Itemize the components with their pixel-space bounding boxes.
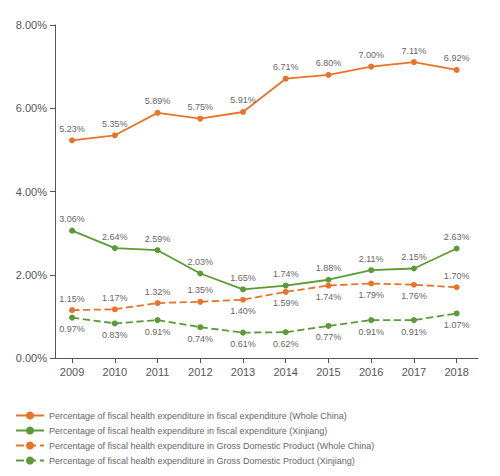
svg-text:0.83%: 0.83% — [102, 330, 128, 340]
svg-text:2.15%: 2.15% — [401, 252, 427, 262]
svg-text:2.11%: 2.11% — [359, 254, 384, 264]
svg-text:1.74%: 1.74% — [316, 292, 342, 302]
svg-text:1.32%: 1.32% — [145, 287, 171, 297]
svg-text:6.92%: 6.92% — [444, 53, 470, 63]
svg-text:1.40%: 1.40% — [230, 306, 256, 316]
svg-text:0.91%: 0.91% — [401, 327, 427, 337]
svg-text:7.00%: 7.00% — [358, 50, 384, 60]
svg-text:5.75%: 5.75% — [188, 102, 214, 112]
svg-text:2010: 2010 — [103, 366, 127, 378]
svg-text:0.62%: 0.62% — [273, 339, 299, 349]
svg-text:0.00%: 0.00% — [16, 352, 47, 364]
svg-text:2012: 2012 — [188, 366, 212, 378]
svg-text:1.59%: 1.59% — [273, 298, 299, 308]
svg-text:Percentage of fiscal health ex: Percentage of fiscal health expenditure … — [49, 456, 355, 466]
svg-text:1.17%: 1.17% — [102, 293, 128, 303]
svg-text:6.71%: 6.71% — [273, 62, 299, 72]
svg-text:7.11%: 7.11% — [401, 46, 426, 56]
svg-text:5.89%: 5.89% — [145, 96, 171, 106]
svg-text:2016: 2016 — [359, 366, 383, 378]
svg-text:1.65%: 1.65% — [230, 273, 256, 283]
svg-text:5.91%: 5.91% — [230, 95, 256, 105]
svg-text:0.91%: 0.91% — [145, 327, 171, 337]
svg-text:Percentage of fiscal health ex: Percentage of fiscal health expenditure … — [49, 411, 347, 421]
svg-text:2.64%: 2.64% — [102, 232, 128, 242]
svg-text:2013: 2013 — [231, 366, 255, 378]
svg-text:0.91%: 0.91% — [358, 327, 384, 337]
svg-text:0.77%: 0.77% — [316, 332, 342, 342]
svg-text:1.79%: 1.79% — [358, 290, 384, 300]
svg-text:2017: 2017 — [402, 366, 426, 378]
svg-text:2015: 2015 — [316, 366, 340, 378]
svg-text:2009: 2009 — [60, 366, 84, 378]
svg-text:2.63%: 2.63% — [444, 232, 470, 242]
svg-text:5.35%: 5.35% — [102, 119, 128, 129]
svg-text:1.70%: 1.70% — [444, 271, 470, 281]
svg-text:2011: 2011 — [146, 366, 170, 378]
svg-text:0.74%: 0.74% — [188, 334, 214, 344]
svg-text:Percentage of fiscal health ex: Percentage of fiscal health expenditure … — [49, 441, 374, 451]
svg-text:2.03%: 2.03% — [188, 257, 214, 267]
svg-text:5.23%: 5.23% — [59, 124, 85, 134]
svg-text:1.15%: 1.15% — [59, 294, 85, 304]
svg-text:4.00%: 4.00% — [16, 186, 47, 198]
svg-text:1.07%: 1.07% — [444, 320, 470, 330]
svg-text:Percentage of fiscal health ex: Percentage of fiscal health expenditure … — [49, 426, 327, 436]
svg-text:1.74%: 1.74% — [273, 269, 299, 279]
svg-text:1.35%: 1.35% — [188, 285, 214, 295]
svg-text:2.59%: 2.59% — [145, 234, 171, 244]
svg-text:2.00%: 2.00% — [16, 269, 47, 281]
svg-text:2018: 2018 — [444, 366, 468, 378]
svg-text:1.88%: 1.88% — [316, 263, 342, 273]
svg-text:0.97%: 0.97% — [59, 324, 85, 334]
svg-text:1.76%: 1.76% — [401, 291, 427, 301]
svg-text:8.00%: 8.00% — [16, 19, 47, 31]
svg-text:6.00%: 6.00% — [16, 102, 47, 114]
svg-text:6.80%: 6.80% — [316, 58, 342, 68]
svg-text:0.61%: 0.61% — [230, 339, 256, 349]
svg-text:3.06%: 3.06% — [59, 214, 85, 224]
svg-text:2014: 2014 — [273, 366, 297, 378]
